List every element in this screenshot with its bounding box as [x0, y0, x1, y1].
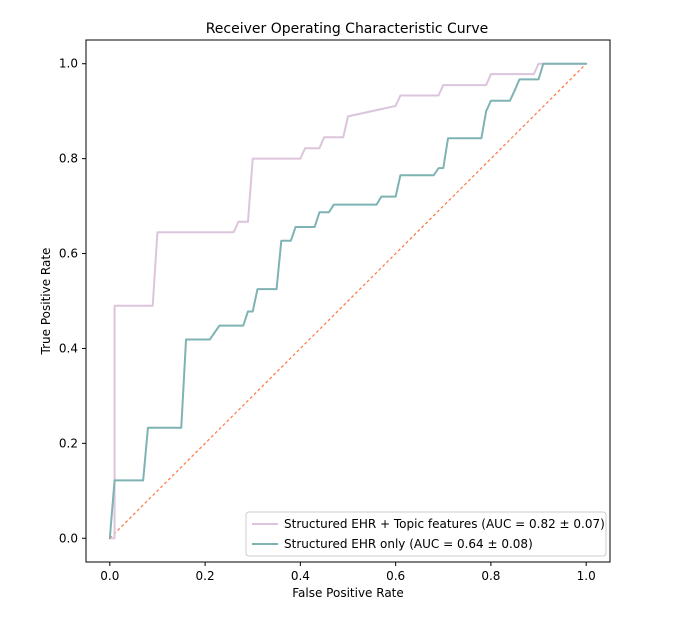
y-tick-label: 1.0: [59, 57, 78, 71]
y-tick-label: 0.0: [59, 531, 78, 545]
axes: 0.0 0.2 0.4 0.6 0.8 1.0 0.0 0.2 0.4 0.6 0.8 1.0: [59, 57, 596, 583]
series-line-2: [108, 62, 588, 540]
y-tick-label: 0.6: [59, 247, 78, 261]
x-tick-label: 1.0: [577, 569, 596, 583]
x-tick-label: 0.6: [386, 569, 405, 583]
x-tick-label: 0.8: [481, 569, 500, 583]
y-tick-label: 0.2: [59, 436, 78, 450]
x-axis-label: False Positive Rate: [292, 586, 404, 600]
series-line-1: [108, 62, 588, 540]
legend-box: [245, 511, 607, 557]
x-tick-label: 0.4: [291, 569, 310, 583]
plot-frame: [85, 39, 611, 563]
legend-entry-2: Structured EHR only (AUC = 0.64 ± 0.08): [284, 537, 533, 551]
y-tick-label: 0.4: [59, 341, 78, 355]
x-tick-label: 0.0: [100, 569, 119, 583]
y-tick-label: 0.8: [59, 152, 78, 166]
chart-title: Receiver Operating Characteristic Curve: [206, 21, 489, 37]
legend-entry-1: Structured EHR + Topic features (AUC = 0…: [284, 517, 605, 531]
x-tick-label: 0.2: [196, 569, 215, 583]
y-axis-label: True Positive Rate: [39, 248, 53, 356]
plot-area: [108, 62, 588, 540]
chance-reference-line: [109, 63, 587, 539]
legend: Structured EHR + Topic features (AUC = 0…: [245, 511, 607, 557]
